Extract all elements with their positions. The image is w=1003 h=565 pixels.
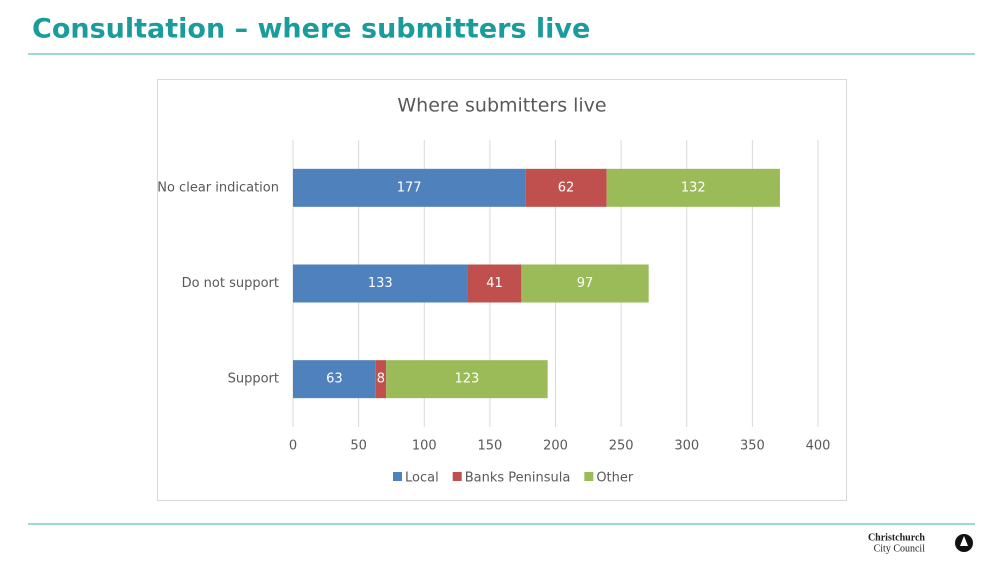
data-label: 97 xyxy=(577,276,594,291)
data-label: 132 xyxy=(681,180,706,195)
plot: 0 50 100 150 200 250 300 350 400 No clear indicat… xyxy=(157,140,830,486)
y-tick-label: Do not support xyxy=(182,276,279,291)
bar-segment xyxy=(293,168,526,207)
x-tick-label: 0 xyxy=(289,439,297,454)
bar-segment xyxy=(293,264,468,303)
x-tick-label: 400 xyxy=(806,439,831,454)
legend-swatch xyxy=(452,472,462,481)
logo-line1: Christchurch xyxy=(868,532,925,543)
legend-label: Banks Peninsula xyxy=(465,471,571,486)
logo-icon-mark xyxy=(960,536,968,546)
bar-segment xyxy=(293,360,376,399)
legend-label: Local xyxy=(405,471,439,486)
data-label: 8 xyxy=(377,372,385,387)
bar-segment xyxy=(606,168,780,207)
bar-segment xyxy=(525,168,607,207)
y-tick-label: Support xyxy=(228,372,279,387)
x-tick-label: 250 xyxy=(609,439,634,454)
data-label: 177 xyxy=(397,180,422,195)
x-tick-label: 300 xyxy=(674,439,699,454)
data-label: 123 xyxy=(454,372,479,387)
bar-segment xyxy=(467,264,522,303)
data-label: 62 xyxy=(558,180,575,195)
chart-title: Where submitters live xyxy=(397,95,606,117)
bar-segment xyxy=(375,360,387,399)
bar-segment xyxy=(386,360,548,399)
x-tick-label: 350 xyxy=(740,439,765,454)
y-tick-label: No clear indication xyxy=(157,180,279,195)
x-tick-label: 100 xyxy=(412,439,437,454)
data-label: 133 xyxy=(368,276,393,291)
legend-swatch xyxy=(584,472,594,481)
bar-segment xyxy=(521,264,649,303)
x-tick-label: 200 xyxy=(543,439,568,454)
x-tick-label: 150 xyxy=(477,439,502,454)
data-label: 41 xyxy=(486,276,503,291)
x-tick-label: 50 xyxy=(350,439,367,454)
legend-label: Other xyxy=(596,471,634,486)
slide-title: Consultation – where submitters live xyxy=(32,14,590,45)
data-label: 63 xyxy=(326,372,343,387)
legend-swatch xyxy=(393,472,402,481)
logo-line2: City Council xyxy=(874,543,926,554)
